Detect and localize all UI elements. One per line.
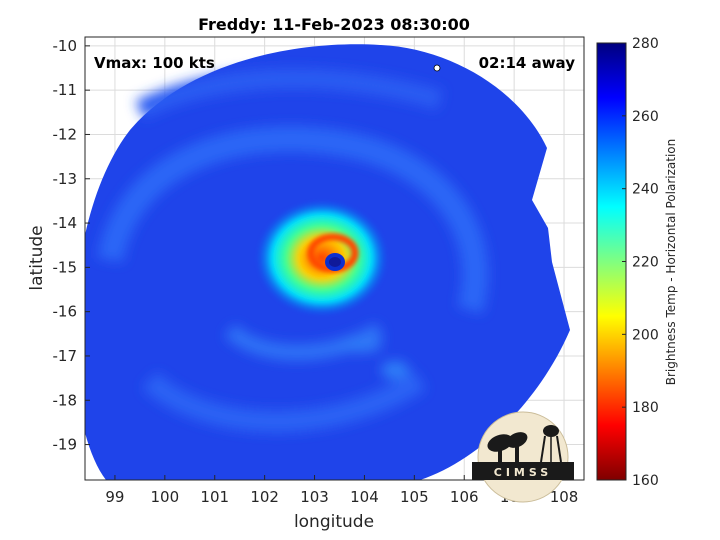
cloud-bands — [97, 68, 489, 433]
y-tick-label: -12 — [53, 125, 78, 143]
y-tick-label: -15 — [53, 258, 78, 276]
colorbar-title: Brightness Temp - Horizontal Polarizatio… — [664, 139, 678, 386]
x-axis-title: longitude — [294, 512, 374, 532]
storm-core-halo — [256, 200, 388, 316]
x-tick-label: 99 — [105, 488, 124, 506]
time-away-annotation: 02:14 away — [479, 54, 576, 72]
x-tick-label: 104 — [350, 488, 379, 506]
colorbar-tick-label: 200 — [632, 327, 659, 343]
x-tick-label: 100 — [151, 488, 180, 506]
x-tick-label: 102 — [250, 488, 279, 506]
x-tick-label: 101 — [200, 488, 229, 506]
y-tick-label: -16 — [53, 303, 78, 321]
y-tick-label: -13 — [53, 170, 78, 188]
white-marker — [433, 64, 441, 72]
y-tick-label: -11 — [53, 81, 78, 99]
colorbar-tick-label: 220 — [632, 255, 659, 271]
colorbar-tick-label: 280 — [632, 36, 659, 52]
cimss-logo: CIMSS — [472, 411, 574, 503]
y-ticks: -10 -11 -12 -13 -14 -15 -16 -17 -18 -19 — [53, 37, 90, 454]
axes-frame — [84, 36, 585, 481]
vmax-annotation: Vmax: 100 kts — [94, 54, 215, 72]
x-tick-label: 106 — [450, 488, 479, 506]
x-tick-label: 103 — [300, 488, 329, 506]
logo-text: CIMSS — [494, 466, 552, 479]
y-tick-label: -10 — [53, 37, 78, 55]
y-tick-label: -18 — [53, 391, 78, 409]
x-tick-label: 108 — [550, 488, 579, 506]
colorbar-ticks: 280 260 240 220 200 180 160 — [622, 36, 659, 489]
eye-center — [329, 257, 341, 267]
colorbar-tick-label: 260 — [632, 109, 659, 125]
colorbar-tick-label: 160 — [632, 473, 659, 489]
y-tick-label: -14 — [53, 214, 78, 232]
y-axis-title: latitude — [27, 225, 47, 290]
figure-title: Freddy: 11-Feb-2023 08:30:00 — [198, 15, 470, 34]
y-tick-label: -19 — [53, 436, 78, 454]
colorbar-tick-label: 180 — [632, 400, 659, 416]
colorbar-tick-label: 240 — [632, 182, 659, 198]
y-tick-label: -17 — [53, 347, 78, 365]
colorbar — [596, 42, 627, 481]
x-tick-label: 105 — [400, 488, 429, 506]
satellite-swath — [85, 44, 570, 480]
